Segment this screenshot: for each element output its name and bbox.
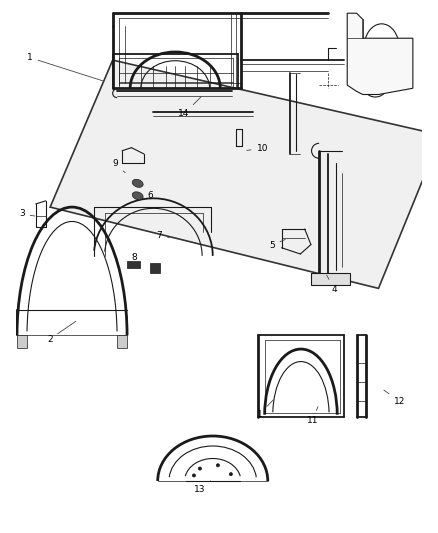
Text: 12: 12	[384, 390, 406, 406]
Text: 9: 9	[113, 159, 125, 173]
Text: 1: 1	[257, 400, 273, 418]
Polygon shape	[311, 273, 350, 285]
Text: 13: 13	[194, 481, 211, 494]
Polygon shape	[347, 13, 413, 94]
Ellipse shape	[132, 179, 143, 187]
Text: 10: 10	[247, 144, 268, 153]
Bar	[150, 263, 159, 273]
Text: 3: 3	[19, 209, 35, 219]
Text: 14: 14	[178, 96, 201, 118]
Bar	[127, 261, 140, 269]
Circle shape	[192, 474, 195, 477]
Circle shape	[230, 473, 233, 476]
Text: 4: 4	[327, 275, 337, 294]
Polygon shape	[17, 335, 27, 348]
Polygon shape	[50, 60, 438, 288]
Polygon shape	[117, 335, 127, 348]
Text: 6: 6	[141, 191, 153, 200]
Circle shape	[198, 467, 201, 470]
Text: 2: 2	[47, 321, 76, 344]
Ellipse shape	[132, 192, 143, 200]
Circle shape	[216, 464, 219, 467]
Text: 1: 1	[27, 53, 104, 81]
Text: 5: 5	[269, 239, 285, 250]
Text: 8: 8	[131, 253, 137, 262]
Text: 7: 7	[156, 231, 170, 240]
Text: 11: 11	[307, 407, 318, 425]
